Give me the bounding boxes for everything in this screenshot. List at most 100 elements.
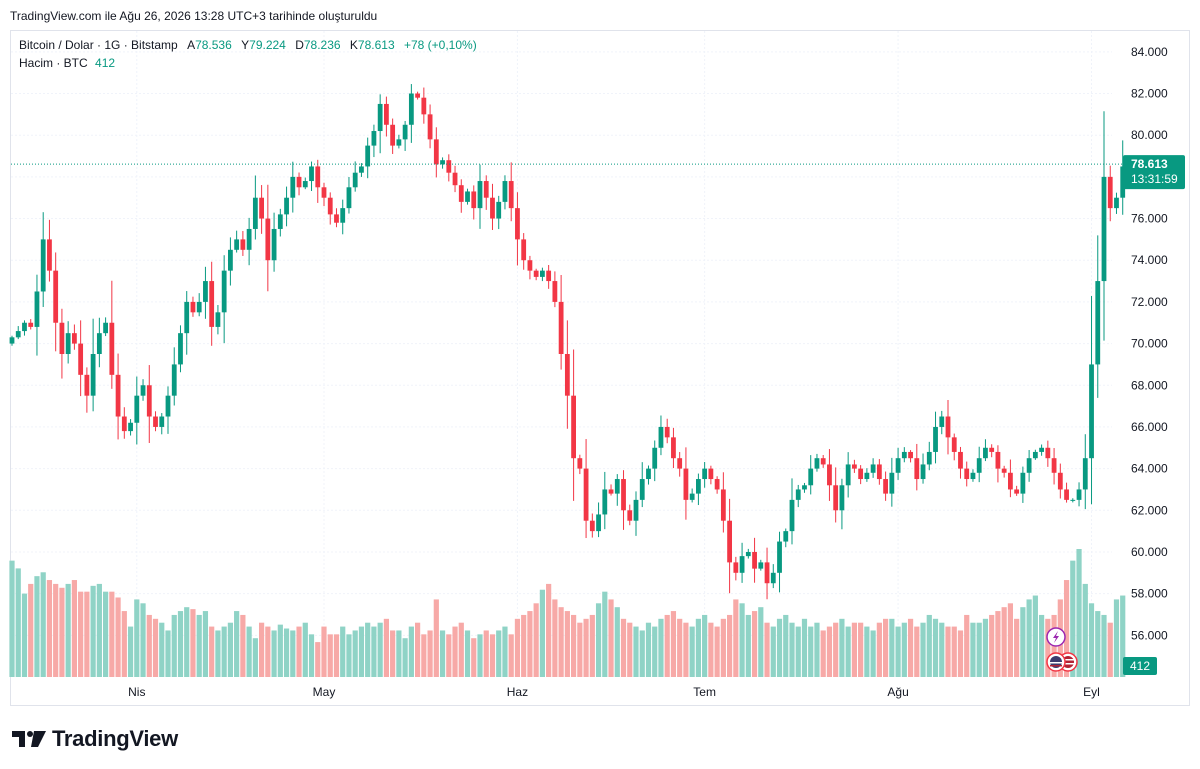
open-value: 78.536 [195,38,232,52]
candle-body [22,322,27,332]
volume-bar [920,622,926,677]
volume-bar [1045,618,1051,677]
candle-body [521,239,527,261]
volume-bar [371,626,377,677]
candle-body [839,485,845,511]
time-tick-label: Haz [507,685,528,699]
volume-bar [683,622,689,677]
volume-bar [783,614,789,677]
candle-body [727,520,732,563]
volume-bar [521,614,527,677]
volume-bar [645,622,652,677]
candle-body [914,458,920,480]
time-tick-label: Ağu [887,685,908,699]
candle-body [639,479,645,500]
volume-bar [21,593,28,677]
symbol-title[interactable]: Bitcoin / Dolar · 1G · Bitstamp [19,38,178,52]
price-tick-label: 66.000 [1131,420,1168,434]
volume-bar [240,614,246,677]
volume-bar [720,618,726,677]
price-candles [9,84,1138,600]
candle-body [1064,489,1069,500]
volume-bar [627,622,633,677]
volume-bar [327,634,333,677]
price-tick-label: 56.000 [1131,628,1168,642]
volume-bar [652,626,658,677]
candle-body [571,395,576,459]
volume-bar [539,589,545,677]
candle-body [408,93,414,125]
candle-body [733,562,739,573]
candle-body [1107,176,1113,209]
volume-bar [833,622,839,677]
volume-bar [614,607,620,677]
candle-body [920,464,926,480]
candle-body [864,472,870,480]
volume-bar [1120,595,1126,677]
volume-legend[interactable]: Hacim · BTC 412 [19,56,115,70]
volume-bar [28,583,34,677]
candle-body [939,416,945,427]
candle-body [683,468,689,500]
candle-body [540,270,545,277]
tradingview-logo[interactable]: TradingView [12,726,178,752]
candle-body [527,260,533,271]
candle-body [583,468,589,521]
price-tick-label: 84.000 [1131,45,1168,59]
volume-bar [471,638,477,677]
volume-bar [839,618,845,677]
us-flag-icon[interactable] [1046,652,1066,672]
candle-body [327,197,333,215]
volume-bar [315,642,321,677]
volume-bar [677,618,683,677]
volume-bar [776,618,783,677]
candle-body [265,218,271,261]
volume-bar [78,591,84,677]
volume-bar [252,638,258,677]
volume-bar [302,622,308,677]
open-label: A [187,38,196,52]
volume-bar [415,622,421,677]
volume-bar [801,618,808,677]
candle-body [502,181,508,202]
volume-bar [352,630,358,677]
candle-body [1120,166,1126,198]
volume-bar [402,638,408,677]
candle-body [234,239,240,250]
time-tick-label: Eyl [1083,685,1100,699]
volume-bar [115,597,121,677]
volume-bar [589,614,595,677]
candle-body [284,197,289,215]
volume-bar [103,591,109,677]
volume-bar [695,618,701,677]
volume-bar [914,626,920,677]
lightning-icon[interactable] [1046,627,1066,647]
chart-frame[interactable] [10,30,1190,706]
volume-bar [333,634,340,677]
candle-body [989,447,995,452]
candle-body [858,468,864,480]
volume-bar [970,622,976,677]
volume-bar [751,611,758,677]
volume-bar [745,614,751,677]
candle-body [945,416,951,438]
candle-body [165,395,171,417]
volume-bar [733,599,739,677]
volume-bar [1095,611,1101,677]
symbol-legend[interactable]: Bitcoin / Dolar · 1G · Bitstamp A78.536 … [19,38,477,52]
candle-body [745,551,751,557]
candle-body [589,520,595,532]
candle-body [552,281,558,302]
volume-bar [851,622,857,677]
volume-bar [340,626,346,677]
volume-bar [496,630,502,677]
last-price-badge: 78.613 13:31:59 [1123,155,1185,190]
volume-bar [15,568,21,677]
candle-body [958,451,963,469]
volume-bar [658,618,664,677]
volume-bar [1101,614,1107,677]
candle-body [290,176,296,198]
candle-body [627,510,633,521]
price-axis: 56.000 58.000 60.000 62.000 64.000 66.000 68.0… [1131,45,1168,642]
